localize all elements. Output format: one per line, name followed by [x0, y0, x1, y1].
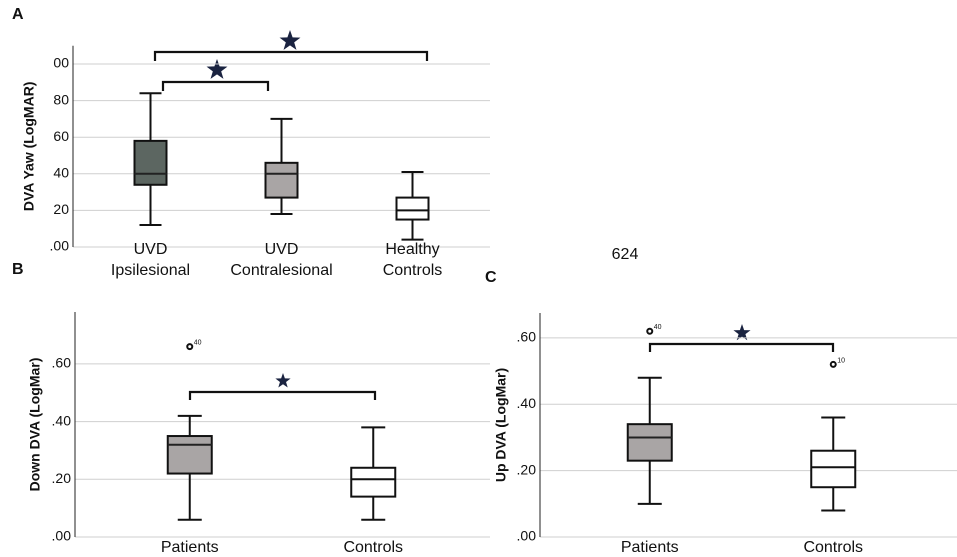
y-tick-label: .00 — [50, 238, 70, 254]
panel-label: B — [12, 261, 24, 278]
star — [279, 30, 301, 50]
sig-bracket — [648, 342, 835, 352]
star — [206, 59, 228, 79]
box — [350, 466, 397, 498]
y-tick-label: .60 — [517, 329, 537, 345]
box — [166, 435, 213, 475]
box-plot: .00 .20 .40 .60 Down DVA (LogMar) B Patients 40… — [12, 261, 490, 556]
y-tick-label: 00 — [53, 55, 69, 71]
box — [133, 139, 168, 186]
x-tick-label: Controls — [383, 262, 443, 279]
box-plot: .00 20 40 60 80 00 DVA Yaw (LogMAR) A UVD Ipsiles… — [12, 6, 490, 279]
outlier-label: 40 — [654, 324, 662, 331]
y-tick-label: .20 — [52, 470, 72, 486]
sig-bracket — [153, 50, 429, 61]
sig-bracket — [161, 80, 270, 91]
x-tick-label: Contralesional — [230, 262, 332, 279]
y-tick-label: 20 — [53, 201, 69, 217]
panel-label: C — [485, 269, 497, 286]
x-tick-label: Healthy — [385, 241, 439, 258]
sig-stars — [206, 30, 751, 388]
y-tick-label: .40 — [52, 412, 72, 428]
box — [810, 449, 857, 489]
x-tick-label: Patients — [621, 539, 679, 556]
y-tick-label: .60 — [52, 355, 72, 371]
y-tick-label: 80 — [53, 91, 69, 107]
box-plot: .00 .20 .40 .60 Up DVA (LogMar) C Patients 40 Co… — [485, 269, 957, 556]
box — [626, 423, 673, 462]
box — [395, 196, 430, 221]
y-axis-title: DVA Yaw (LogMAR) — [21, 82, 37, 212]
outlier — [646, 327, 654, 335]
y-tick-label: .00 — [52, 528, 72, 544]
y-tick-label: .40 — [517, 395, 537, 411]
x-tick-label: Controls — [343, 539, 403, 556]
y-tick-label: 40 — [53, 165, 69, 181]
y-tick-label: 60 — [53, 128, 69, 144]
outlier — [829, 360, 837, 368]
outlier-label: 10 — [837, 357, 845, 364]
y-axis-title: Up DVA (LogMar) — [493, 368, 509, 482]
stray-label: 624 — [612, 246, 639, 263]
x-tick-label: UVD — [134, 241, 168, 258]
y-tick-label: .00 — [517, 528, 537, 544]
sig-bracket — [188, 390, 377, 400]
outlier-label: 40 — [194, 339, 202, 346]
x-tick-label: Patients — [161, 539, 219, 556]
y-tick-label: .20 — [517, 461, 537, 477]
y-axis-title: Down DVA (LogMar) — [27, 358, 43, 492]
box — [264, 161, 299, 199]
outlier — [186, 343, 194, 351]
panel-label: A — [12, 6, 24, 23]
x-tick-label: UVD — [265, 241, 299, 258]
star — [733, 324, 751, 341]
star — [275, 373, 291, 388]
x-tick-label: Controls — [803, 539, 863, 556]
x-tick-label: Ipsilesional — [111, 262, 190, 279]
